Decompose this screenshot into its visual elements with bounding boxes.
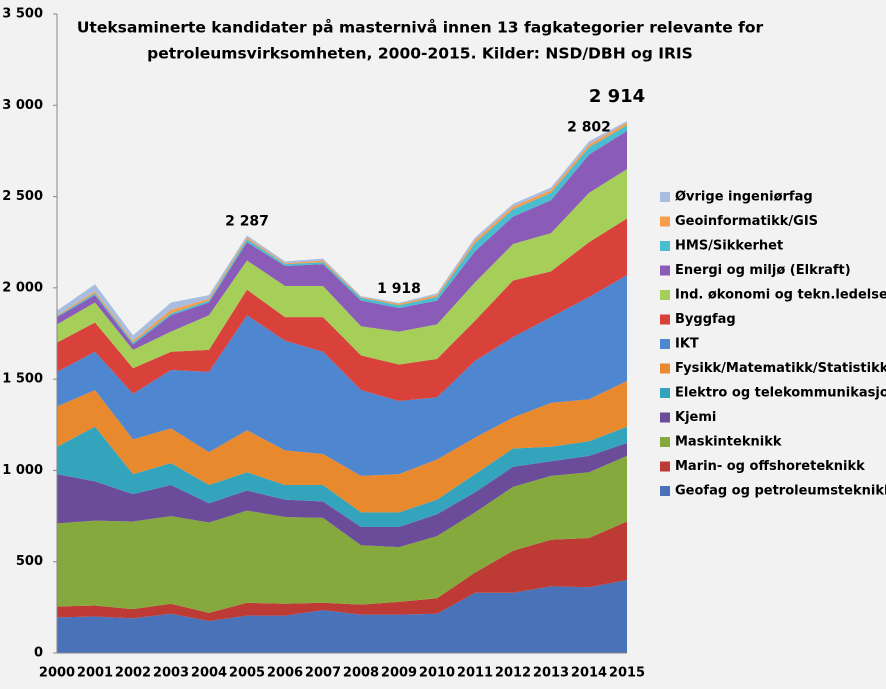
legend-label: Maskinteknikk: [675, 435, 782, 450]
x-tick-label: 2004: [191, 666, 227, 681]
y-tick-label: 2 500: [2, 189, 43, 204]
y-tick-label: 3 500: [2, 7, 43, 22]
area: [57, 521, 627, 622]
x-tick-label: 2007: [305, 666, 341, 681]
legend-swatch: [660, 192, 670, 202]
area: [57, 218, 627, 402]
area: [57, 455, 627, 613]
legend-label: Kjemi: [675, 410, 716, 425]
y-tick-label: 0: [34, 646, 43, 661]
area: [57, 443, 627, 548]
x-tick-label: 2000: [39, 666, 75, 681]
legend-label: Energi og miljø (Elkraft): [675, 263, 851, 278]
x-tick-label: 2003: [153, 666, 189, 681]
legend-label: Fysikk/Matematikk/Statistikk: [675, 361, 886, 376]
legend-label: HMS/Sikkerhet: [675, 239, 783, 254]
legend-swatch: [660, 437, 670, 447]
legend-label: Geofag og petroleumsteknikk: [675, 484, 886, 499]
area: [57, 579, 627, 653]
chart-title: Uteksaminerte kandidater på masternivå i…: [77, 18, 764, 37]
x-tick-label: 2002: [115, 666, 151, 681]
x-tick-label: 2009: [381, 666, 417, 681]
x-tick-label: 2005: [229, 666, 265, 681]
legend-label: Marin- og offshoreteknikk: [675, 459, 865, 474]
annotation: 2 914: [589, 86, 645, 107]
legend-swatch: [660, 363, 670, 374]
chart-title: petroleumsvirksomheten, 2000-2015. Kilde…: [147, 45, 693, 63]
annotation: 2 287: [225, 213, 269, 229]
x-tick-label: 2013: [533, 666, 569, 681]
y-tick-label: 3 000: [2, 98, 43, 113]
legend-swatch: [660, 412, 670, 423]
legend-label: Byggfag: [675, 312, 736, 327]
legend-label: Geoinformatikk/GIS: [675, 214, 818, 229]
x-tick-label: 2001: [77, 666, 113, 681]
area: [57, 426, 627, 528]
legend-swatch: [660, 216, 670, 227]
legend-swatch: [660, 388, 670, 398]
annotation: 2 802: [567, 119, 611, 135]
area: [57, 380, 627, 513]
legend-label: Ind. økonomi og tekn.ledelse: [675, 288, 886, 303]
annotation: 1 918: [377, 281, 421, 297]
legend-label: Elektro og telekommunikasjon: [675, 386, 886, 401]
x-tick-label: 2011: [457, 666, 493, 681]
area: [57, 275, 627, 476]
legend-swatch: [660, 265, 670, 276]
area: [57, 169, 627, 369]
area: [57, 130, 627, 350]
x-tick-label: 2012: [495, 666, 531, 681]
legend-label: Øvrige ingeniørfag: [675, 190, 813, 205]
y-tick-label: 1 500: [2, 372, 43, 387]
legend-label: IKT: [675, 337, 699, 352]
y-tick-label: 500: [16, 554, 43, 569]
legend-swatch: [660, 314, 670, 325]
legend-swatch: [660, 290, 670, 300]
legend-swatch: [660, 461, 670, 472]
legend-swatch: [660, 486, 670, 496]
legend-swatch: [660, 339, 670, 349]
x-tick-label: 2015: [609, 666, 645, 681]
x-tick-label: 2008: [343, 666, 379, 681]
y-tick-label: 1 000: [2, 463, 43, 478]
legend-swatch: [660, 241, 670, 251]
x-tick-label: 2006: [267, 666, 303, 681]
y-tick-label: 2 000: [2, 280, 43, 295]
x-tick-label: 2014: [571, 666, 607, 681]
x-tick-label: 2010: [419, 666, 455, 681]
